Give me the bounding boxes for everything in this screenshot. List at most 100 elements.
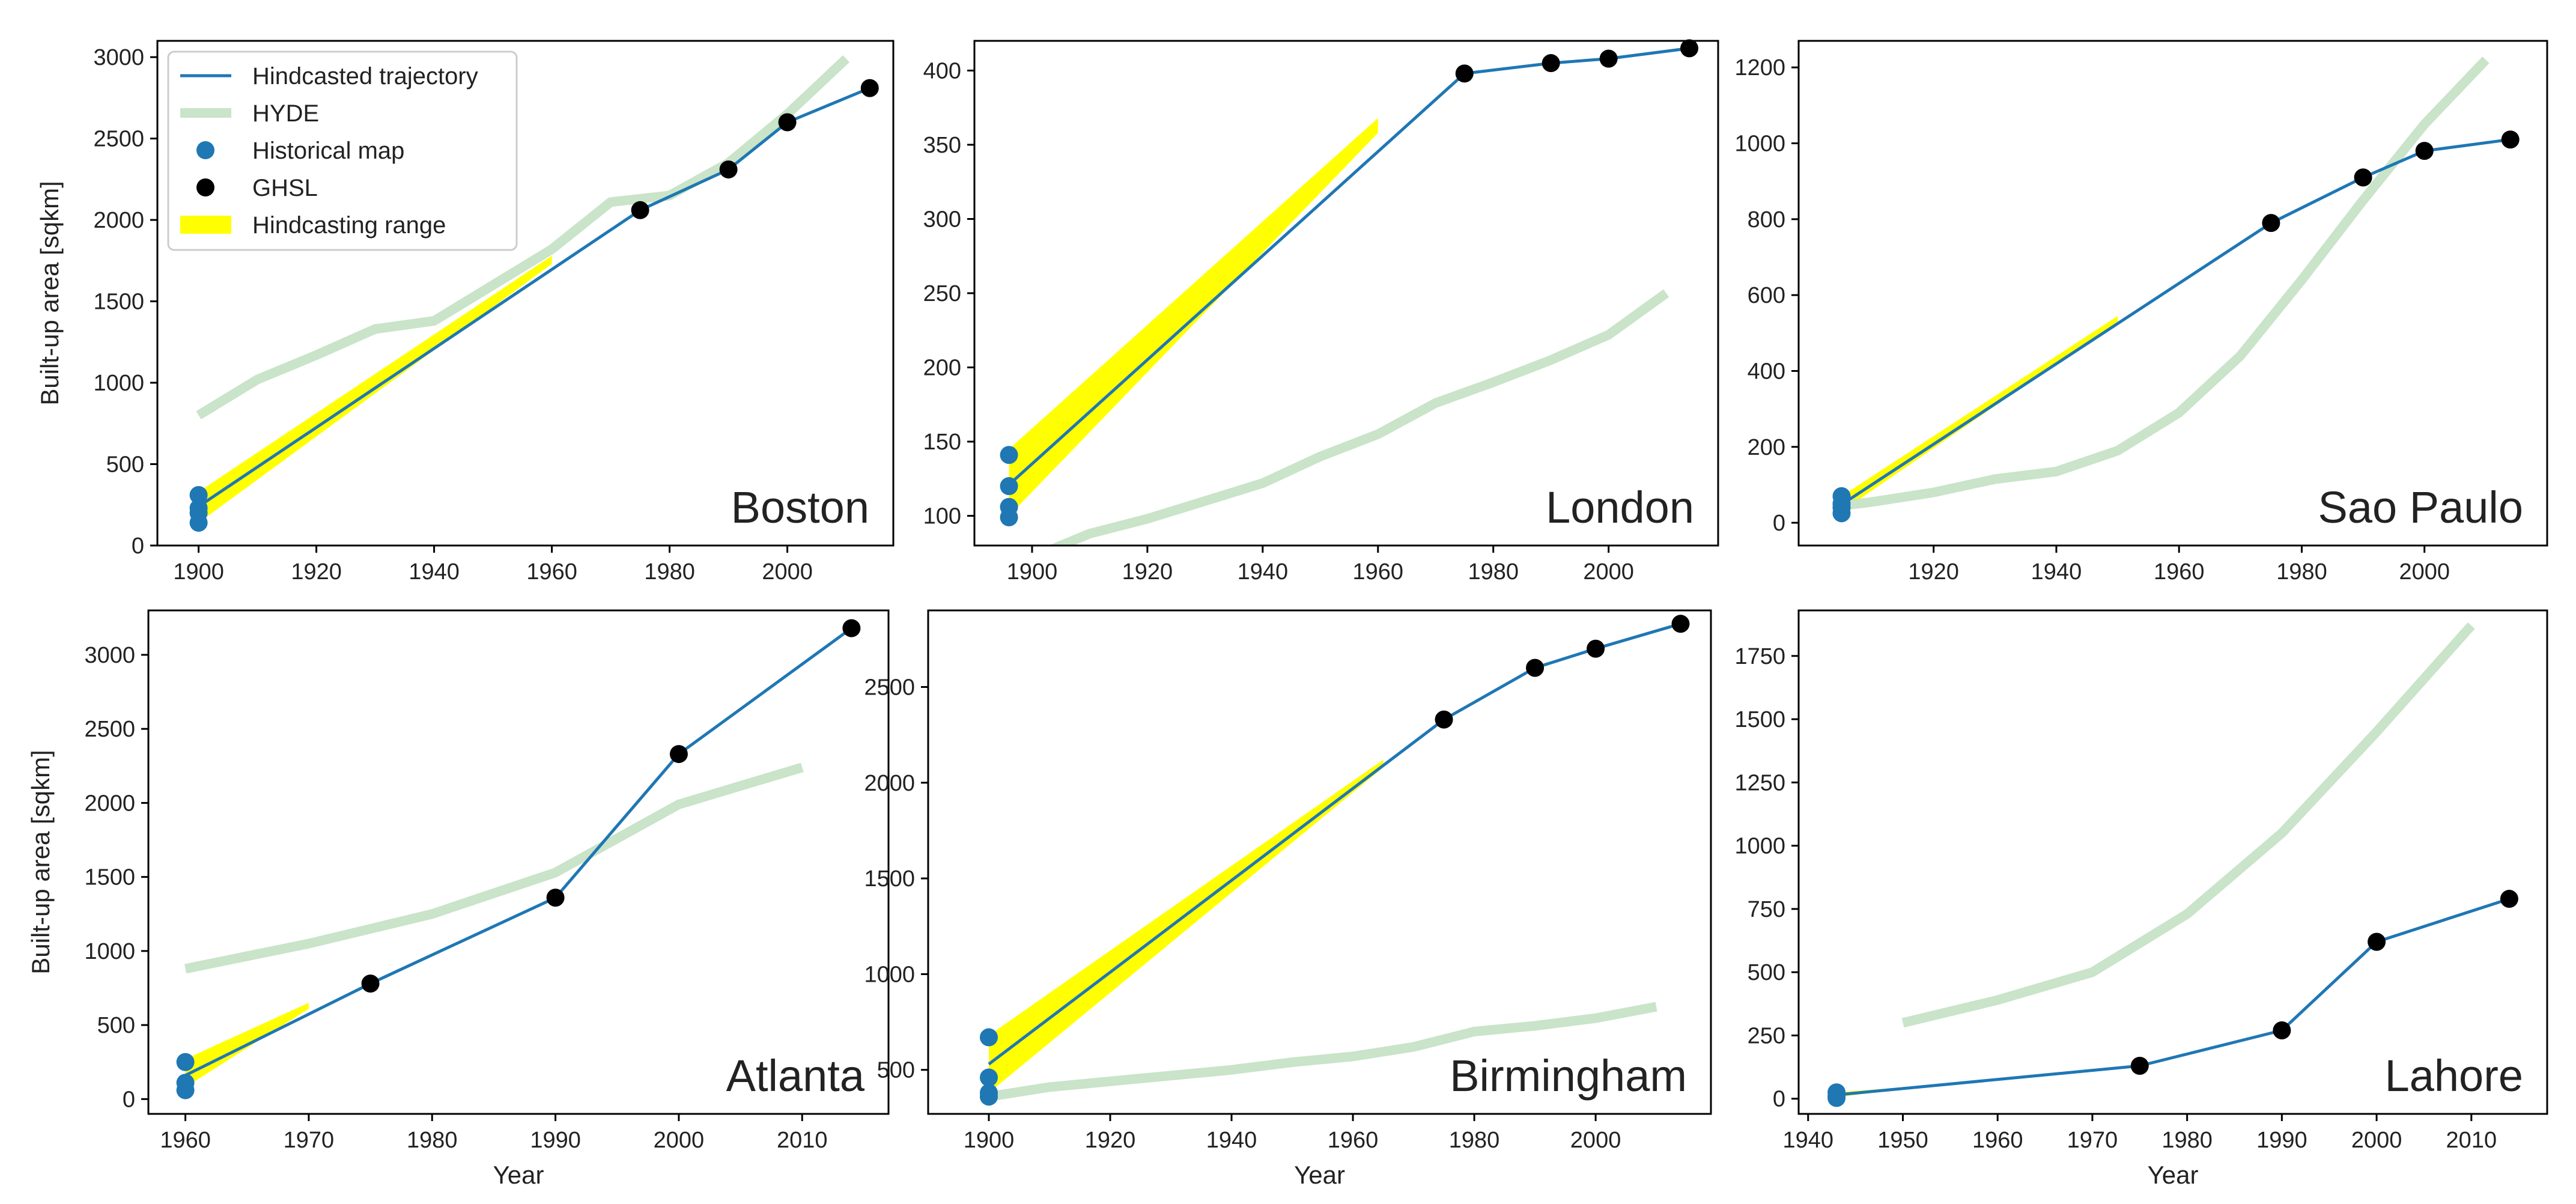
plot-area-atlanta	[184, 627, 852, 1087]
y-tick-label: 3000	[93, 45, 144, 70]
city-label-london: London	[1546, 482, 1694, 532]
y-tick-label: 750	[1748, 897, 1785, 922]
y-tick-label: 2500	[93, 127, 144, 152]
y-tick-label: 400	[923, 58, 961, 84]
x-axis-label: Year	[1294, 1161, 1345, 1189]
x-tick-label: 1900	[964, 1128, 1015, 1153]
ghsl-point	[2262, 214, 2280, 233]
ghsl-point	[2500, 890, 2518, 908]
axes-frame-birmingham	[927, 609, 1712, 1115]
y-tick-label: 2500	[864, 675, 915, 700]
y-tick-label: 1500	[864, 866, 915, 892]
x-tick-label: 2000	[762, 559, 813, 585]
y-tick-label: 1500	[84, 865, 135, 890]
y-tick-label: 350	[923, 133, 961, 158]
y-tick-label: 2000	[84, 791, 135, 816]
y-tick-label: 500	[106, 452, 144, 478]
x-tick-label: 1980	[644, 559, 695, 585]
x-tick-label: 1940	[1206, 1128, 1257, 1153]
y-axis-label: Built-up area [sqkm]	[26, 750, 55, 974]
x-tick-label: 1900	[1007, 559, 1058, 585]
y-tick-label: 100	[923, 504, 961, 529]
legend-swatch	[196, 178, 214, 196]
ghsl-point	[860, 79, 879, 97]
x-tick-label: 1970	[284, 1128, 335, 1153]
y-tick-label: 400	[1748, 359, 1785, 384]
historical-point	[1000, 446, 1018, 464]
ghsl-point	[1542, 54, 1560, 73]
hindcast-line-atlanta	[184, 627, 852, 1077]
x-axis-label: Year	[493, 1161, 544, 1189]
ghsl-point	[778, 113, 797, 132]
historical-point	[980, 1068, 998, 1087]
x-tick-label: 2000	[2399, 559, 2450, 585]
x-tick-label: 1960	[1972, 1128, 2023, 1153]
city-label-boston: Boston	[731, 482, 869, 532]
ghsl-point	[1455, 64, 1474, 83]
ghsl-point	[1526, 658, 1545, 677]
axes-frame-atlanta	[147, 609, 890, 1115]
x-tick-label: 1940	[1782, 1128, 1833, 1153]
y-tick-label: 800	[1748, 207, 1785, 233]
x-tick-label: 1960	[1328, 1128, 1379, 1153]
y-tick-label: 200	[1748, 435, 1785, 460]
city-label-atlanta: Atlanta	[726, 1051, 865, 1101]
ghsl-point	[631, 201, 649, 219]
y-axis-label: Built-up area [sqkm]	[35, 181, 64, 406]
panel-sao-paulo: 1920 1940 1960 1980 2000 0 200 400 600 800 1000 120…	[1734, 40, 2548, 585]
legend-label: Hindcasting range	[252, 212, 446, 239]
x-tick-label: 1960	[1353, 559, 1404, 585]
historical-point	[1000, 508, 1018, 527]
y-tick-label: 150	[923, 430, 961, 455]
ghsl-point	[546, 889, 565, 907]
panel-london: 1900 1920 1940 1960 1980 2000 100 150 200 250 300 3…	[923, 39, 1719, 585]
x-tick-label: 1990	[530, 1128, 581, 1153]
x-tick-label: 1960	[526, 559, 577, 585]
y-tick-label: 1250	[1734, 770, 1785, 795]
legend-item-hindcasting-range: Hindcasting range	[180, 212, 446, 239]
city-label-sao-paulo: Sao Paulo	[2318, 482, 2524, 532]
city-label-birmingham: Birmingham	[1450, 1051, 1687, 1101]
panel-lahore: 1940 1950 1960 1970 1980 1990 2000 2010 0 250 500 7…	[1734, 609, 2548, 1189]
x-tick-label: 1920	[1122, 559, 1173, 585]
ghsl-point	[1671, 615, 1690, 633]
y-tick-label: 300	[923, 207, 961, 232]
x-axis-label: Year	[2148, 1161, 2199, 1189]
y-tick-label: 200	[923, 356, 961, 381]
x-tick-label: 1980	[1468, 559, 1519, 585]
ghsl-point	[842, 619, 861, 637]
panel-birmingham: 1900 1920 1940 1960 1980 2000 500 1000 1500 2000 2…	[864, 609, 1712, 1189]
legend-swatch	[180, 216, 231, 234]
y-tick-label: 1500	[93, 290, 144, 315]
x-tick-label: 1920	[1085, 1128, 1136, 1153]
x-tick-label: 1960	[2154, 559, 2205, 585]
x-tick-label: 1990	[2256, 1128, 2307, 1153]
legend-frame	[167, 50, 518, 251]
y-tick-label: 1000	[84, 939, 135, 964]
x-tick-label: 1980	[1449, 1128, 1500, 1153]
x-tick-label: 2000	[1583, 559, 1634, 585]
hyde-line-atlanta	[184, 762, 804, 974]
y-tick-label: 500	[877, 1058, 915, 1083]
x-tick-label: 1940	[409, 559, 460, 585]
hyde-line-lahore	[1901, 622, 2475, 1028]
ghsl-point	[2368, 932, 2386, 951]
historical-point	[176, 1053, 195, 1071]
x-tick-label: 1980	[407, 1128, 458, 1153]
historical-point	[176, 1081, 195, 1099]
hindcast-line-sao-paulo	[1841, 138, 2511, 506]
x-tick-label: 1970	[2067, 1128, 2118, 1153]
x-tick-label: 1920	[291, 559, 342, 585]
y-tick-label: 2500	[84, 717, 135, 742]
historical-point	[1832, 504, 1851, 523]
legend-label: Historical map	[252, 138, 404, 164]
legend-label: HYDE	[252, 100, 319, 127]
x-tick-label: 1940	[1238, 559, 1289, 585]
x-tick-label: 2010	[2446, 1128, 2497, 1153]
legend-item-hyde: HYDE	[180, 100, 319, 127]
x-tick-label: 2010	[777, 1128, 828, 1153]
historical-point	[1827, 1089, 1846, 1107]
y-tick-label: 1000	[93, 371, 144, 396]
ghsl-point	[2273, 1021, 2291, 1040]
ghsl-point	[2501, 130, 2520, 149]
